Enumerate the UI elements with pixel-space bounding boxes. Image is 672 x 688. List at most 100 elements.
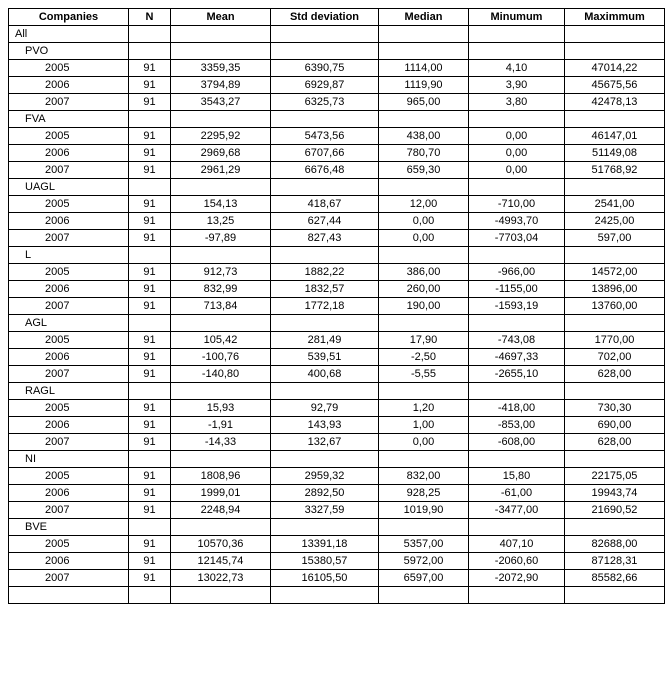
cell-mean: 13022,73 — [171, 570, 271, 587]
cell-min — [469, 26, 565, 43]
cell-min: -61,00 — [469, 485, 565, 502]
table-row: 2006911999,012892,50928,25-61,0019943,74 — [9, 485, 665, 502]
cell-std: 3327,59 — [271, 502, 379, 519]
cell-mean: 12145,74 — [171, 553, 271, 570]
cell-max — [565, 179, 665, 196]
cell-n: 91 — [129, 77, 171, 94]
cell-min: -7703,04 — [469, 230, 565, 247]
cell-std — [271, 111, 379, 128]
cell-std — [271, 519, 379, 536]
cell-mean — [171, 587, 271, 604]
cell-n: 91 — [129, 145, 171, 162]
cell-max: 22175,05 — [565, 468, 665, 485]
cell-mean: 3359,35 — [171, 60, 271, 77]
table-row: 2005913359,356390,751114,004,1047014,22 — [9, 60, 665, 77]
cell-n — [129, 179, 171, 196]
cell-median: 260,00 — [379, 281, 469, 298]
cell-min — [469, 179, 565, 196]
cell-max: 51768,92 — [565, 162, 665, 179]
cell-median — [379, 111, 469, 128]
cell-mean — [171, 43, 271, 60]
cell-median: 832,00 — [379, 468, 469, 485]
table-row: 20069113,25627,440,00-4993,702425,00 — [9, 213, 665, 230]
cell-std — [271, 26, 379, 43]
header-row: Companies N Mean Std deviation Median Mi… — [9, 9, 665, 26]
cell-max: 2541,00 — [565, 196, 665, 213]
cell-min — [469, 451, 565, 468]
cell-max: 13896,00 — [565, 281, 665, 298]
row-label: 2006 — [9, 281, 129, 298]
table-row: 2007912961,296676,48659,300,0051768,92 — [9, 162, 665, 179]
cell-max — [565, 26, 665, 43]
cell-max: 1770,00 — [565, 332, 665, 349]
row-label: 2007 — [9, 94, 129, 111]
row-label: FVA — [9, 111, 129, 128]
row-label: 2007 — [9, 502, 129, 519]
cell-max — [565, 519, 665, 536]
cell-std: 2959,32 — [271, 468, 379, 485]
cell-max — [565, 383, 665, 400]
cell-min: -2655,10 — [469, 366, 565, 383]
cell-std: 6707,66 — [271, 145, 379, 162]
cell-std: 627,44 — [271, 213, 379, 230]
cell-median: 190,00 — [379, 298, 469, 315]
cell-median: 1119,90 — [379, 77, 469, 94]
cell-mean: 10570,36 — [171, 536, 271, 553]
col-std: Std deviation — [271, 9, 379, 26]
cell-mean: 13,25 — [171, 213, 271, 230]
table-row: BVE — [9, 519, 665, 536]
cell-median: -5,55 — [379, 366, 469, 383]
cell-std: 15380,57 — [271, 553, 379, 570]
cell-std: 1772,18 — [271, 298, 379, 315]
cell-mean — [171, 247, 271, 264]
row-label: 2007 — [9, 570, 129, 587]
cell-min — [469, 519, 565, 536]
cell-max — [565, 247, 665, 264]
table-row: 20079113022,7316105,506597,00-2072,90855… — [9, 570, 665, 587]
cell-mean: -14,33 — [171, 434, 271, 451]
cell-n: 91 — [129, 502, 171, 519]
cell-n — [129, 111, 171, 128]
cell-min: -710,00 — [469, 196, 565, 213]
cell-std: 418,67 — [271, 196, 379, 213]
cell-n — [129, 383, 171, 400]
table-row: AGL — [9, 315, 665, 332]
cell-mean: 2248,94 — [171, 502, 271, 519]
cell-mean: 832,99 — [171, 281, 271, 298]
cell-max: 13760,00 — [565, 298, 665, 315]
cell-n: 91 — [129, 400, 171, 417]
cell-std: 539,51 — [271, 349, 379, 366]
cell-median: 5972,00 — [379, 553, 469, 570]
cell-max: 87128,31 — [565, 553, 665, 570]
cell-median — [379, 26, 469, 43]
cell-median — [379, 451, 469, 468]
cell-max: 21690,52 — [565, 502, 665, 519]
cell-mean: 2961,29 — [171, 162, 271, 179]
cell-n: 91 — [129, 536, 171, 553]
cell-median: 386,00 — [379, 264, 469, 281]
table-row: 2005912295,925473,56438,000,0046147,01 — [9, 128, 665, 145]
table-row — [9, 587, 665, 604]
row-label: L — [9, 247, 129, 264]
cell-mean: -97,89 — [171, 230, 271, 247]
row-label: BVE — [9, 519, 129, 536]
cell-min: -1593,19 — [469, 298, 565, 315]
stats-table: Companies N Mean Std deviation Median Mi… — [8, 8, 665, 604]
cell-std: 6390,75 — [271, 60, 379, 77]
row-label: 2006 — [9, 485, 129, 502]
cell-std: 6929,87 — [271, 77, 379, 94]
cell-mean — [171, 315, 271, 332]
row-label: 2005 — [9, 196, 129, 213]
cell-std — [271, 587, 379, 604]
cell-median: 1019,90 — [379, 502, 469, 519]
cell-min: 0,00 — [469, 162, 565, 179]
cell-min — [469, 383, 565, 400]
cell-n: 91 — [129, 366, 171, 383]
table-row: 20059110570,3613391,185357,00407,1082688… — [9, 536, 665, 553]
cell-min: -966,00 — [469, 264, 565, 281]
table-row: 200591105,42281,4917,90-743,081770,00 — [9, 332, 665, 349]
row-label: 2005 — [9, 332, 129, 349]
cell-std: 1882,22 — [271, 264, 379, 281]
cell-median: 6597,00 — [379, 570, 469, 587]
row-label: AGL — [9, 315, 129, 332]
